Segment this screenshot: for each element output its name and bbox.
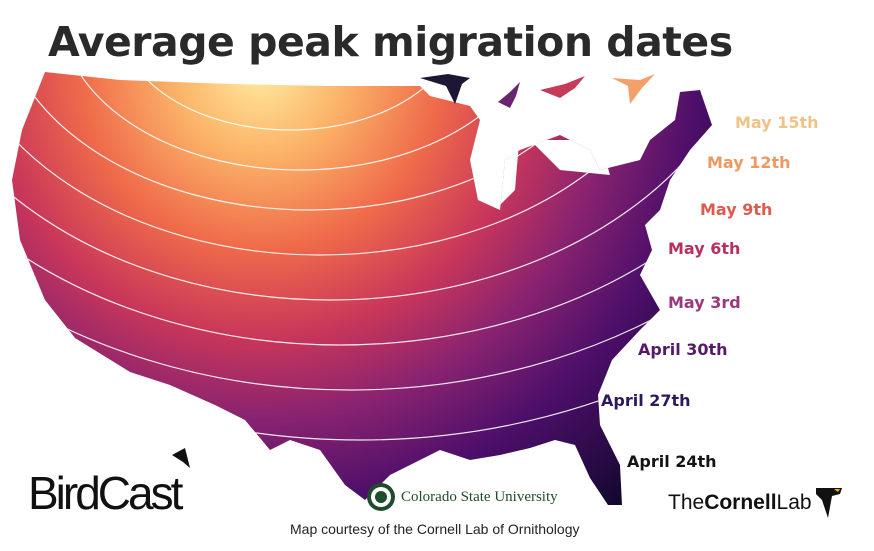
legend-label: May 15th (735, 113, 819, 132)
legend-label: April 27th (601, 391, 691, 410)
legend-label: May 9th (700, 200, 773, 219)
map-credit: Map courtesy of the Cornell Lab of Ornit… (290, 521, 580, 537)
map-title: Average peak migration dates (48, 18, 733, 66)
csu-logo: Colorado State University (366, 482, 558, 512)
bird-silhouettes (172, 74, 655, 468)
legend-label: April 24th (627, 452, 717, 471)
csu-name: Colorado State University (401, 488, 558, 505)
cornell-lab: Lab (776, 491, 812, 514)
cornell-lab-logo: The Cornell Lab (668, 486, 844, 520)
legend-label: May 6th (668, 239, 741, 258)
csu-ram-icon (367, 483, 395, 511)
cornell-the: The (668, 491, 705, 514)
legend-label: May 12th (707, 153, 791, 172)
legend-label: April 30th (638, 340, 728, 359)
cornell-name: Cornell (704, 491, 777, 514)
woodpecker-icon (815, 488, 842, 518)
birdcast-logo: BirdCast (28, 467, 183, 519)
legend-label: May 3rd (668, 293, 741, 312)
